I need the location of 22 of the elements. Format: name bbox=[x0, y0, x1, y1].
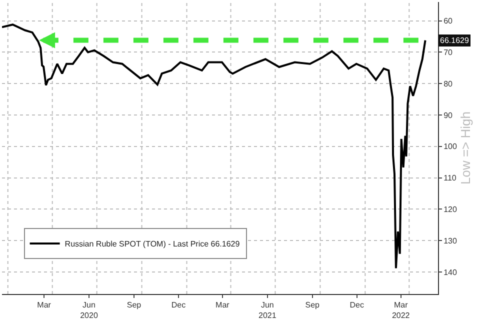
y-tick-label: 100 bbox=[444, 142, 458, 152]
x-tick-label: Dec bbox=[171, 300, 186, 310]
y-axis-title: Low => High bbox=[458, 112, 474, 184]
x-tick-label: Mar bbox=[216, 300, 230, 310]
annotation: 66.1629 bbox=[440, 36, 470, 45]
y-tick-label: 60 bbox=[444, 16, 454, 26]
x-tick-label: Dec bbox=[350, 300, 364, 310]
x-tick-label: Jun 2020 bbox=[80, 300, 98, 320]
y-tick-label: 70 bbox=[444, 48, 454, 58]
y-tick-label: 80 bbox=[444, 79, 454, 88]
x-tick-label: Mar bbox=[37, 300, 52, 310]
y-tick-label: 130 bbox=[444, 236, 458, 246]
x-tick-label: Sep bbox=[126, 300, 142, 310]
y-tick-label: 120 bbox=[444, 205, 458, 214]
y-tick-label: 90 bbox=[444, 110, 454, 120]
line-series bbox=[2, 24, 426, 270]
y-tick-label: 140 bbox=[444, 268, 458, 277]
y-tick-label: 110 bbox=[444, 174, 457, 183]
legend-label: Russian Ruble SPOT (TOM) - Last Price 66.1629 bbox=[64, 240, 240, 249]
x-tick-label: Mar 2022 bbox=[392, 300, 410, 320]
x-tick-label: Jun 2021 bbox=[258, 300, 277, 320]
x-tick-label: Sep bbox=[305, 300, 320, 310]
